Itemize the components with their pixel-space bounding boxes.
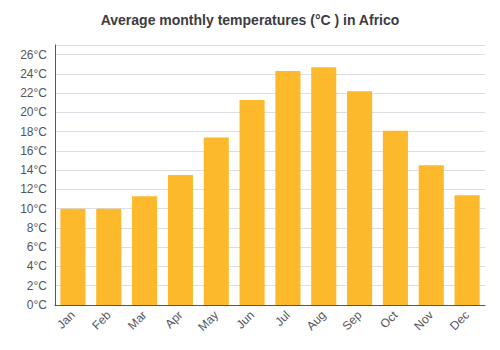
svg-text:Nov: Nov: [411, 308, 436, 333]
svg-text:Jul: Jul: [272, 308, 293, 329]
svg-text:14°C: 14°C: [20, 163, 47, 177]
svg-text:0°C: 0°C: [27, 298, 47, 312]
svg-text:May: May: [195, 308, 221, 334]
svg-text:12°C: 12°C: [20, 182, 47, 196]
svg-text:Dec: Dec: [447, 308, 472, 333]
svg-text:10°C: 10°C: [20, 202, 47, 216]
svg-text:Oct: Oct: [377, 308, 401, 332]
svg-text:Average monthly temperatures (: Average monthly temperatures (°C ) in Af…: [101, 12, 400, 28]
svg-text:20°C: 20°C: [20, 105, 47, 119]
svg-text:Apr: Apr: [162, 308, 185, 331]
svg-text:Jan: Jan: [54, 308, 78, 332]
svg-text:Feb: Feb: [89, 308, 114, 333]
svg-text:22°C: 22°C: [20, 86, 47, 100]
svg-text:24°C: 24°C: [20, 67, 47, 81]
svg-text:16°C: 16°C: [20, 144, 47, 158]
svg-text:Aug: Aug: [304, 308, 329, 333]
svg-text:4°C: 4°C: [27, 259, 47, 273]
svg-text:2°C: 2°C: [27, 279, 47, 293]
svg-text:6°C: 6°C: [27, 240, 47, 254]
svg-text:Mar: Mar: [125, 308, 150, 332]
svg-text:8°C: 8°C: [27, 221, 47, 235]
svg-text:Jun: Jun: [233, 308, 257, 332]
svg-text:Sep: Sep: [340, 308, 365, 333]
svg-text:26°C: 26°C: [20, 48, 47, 62]
svg-text:18°C: 18°C: [20, 125, 47, 139]
